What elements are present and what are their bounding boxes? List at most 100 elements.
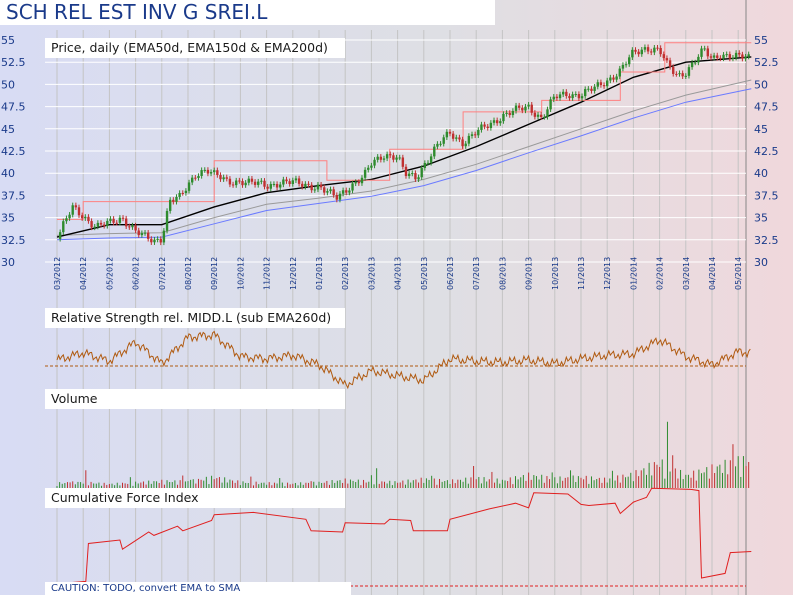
x-tick-label: 07/2013 bbox=[472, 257, 481, 290]
candle-body bbox=[429, 156, 433, 163]
candle-body bbox=[354, 181, 357, 184]
candle-body bbox=[596, 82, 599, 87]
candle-body bbox=[291, 180, 294, 185]
x-tick-label: 11/2012 bbox=[263, 257, 272, 290]
candle-body bbox=[709, 56, 713, 58]
candle-body bbox=[168, 199, 172, 211]
rs-line bbox=[56, 330, 751, 390]
price-tick-label: 50 bbox=[754, 78, 768, 91]
volume-panel-label: Volume bbox=[45, 389, 345, 409]
candle-body bbox=[656, 47, 659, 49]
candle-body bbox=[121, 217, 125, 219]
candle-body bbox=[436, 143, 439, 147]
price-tick-label: 42.5 bbox=[754, 145, 779, 158]
candle-body bbox=[90, 221, 93, 228]
candle-body bbox=[379, 156, 383, 160]
candle-body bbox=[187, 182, 191, 191]
candle-body bbox=[370, 165, 373, 168]
price-tick-label: 55 bbox=[1, 34, 15, 47]
candle-body bbox=[653, 47, 656, 53]
candle-body bbox=[338, 193, 342, 200]
price-tick-label: 55 bbox=[754, 34, 768, 47]
candle-body bbox=[275, 184, 279, 188]
candle-body bbox=[445, 131, 449, 138]
candle-body bbox=[159, 238, 162, 243]
candle-body bbox=[285, 179, 288, 182]
x-tick-label: 09/2013 bbox=[525, 257, 534, 290]
candle-body bbox=[143, 232, 147, 234]
candle-body bbox=[238, 180, 241, 182]
candle-body bbox=[442, 137, 445, 144]
candle-body bbox=[697, 56, 700, 63]
candle-body bbox=[568, 96, 571, 99]
high-line bbox=[57, 42, 752, 220]
price-tick-label: 42.5 bbox=[1, 145, 26, 158]
candle-body bbox=[521, 107, 524, 111]
candle-body bbox=[511, 110, 515, 116]
x-tick-label: 05/2012 bbox=[105, 257, 114, 290]
candle-body bbox=[549, 99, 552, 110]
x-tick-label: 07/2012 bbox=[158, 257, 167, 290]
candle-body bbox=[360, 177, 364, 184]
candle-body bbox=[433, 146, 436, 157]
candle-body bbox=[87, 216, 90, 222]
x-tick-label: 03/2012 bbox=[53, 257, 62, 290]
candle-body bbox=[552, 96, 555, 100]
candle-body bbox=[65, 218, 68, 222]
chart-title-box: SCH REL EST INV G SREI.L bbox=[0, 0, 495, 25]
candle-body bbox=[684, 75, 687, 77]
x-tick-label: 03/2013 bbox=[367, 257, 376, 290]
candle-body bbox=[99, 222, 103, 225]
candle-body bbox=[712, 55, 716, 58]
x-tick-label: 10/2013 bbox=[551, 257, 560, 290]
x-tick-label: 10/2012 bbox=[236, 257, 245, 290]
caution-note: CAUTION: TODO, convert EMA to SMA bbox=[45, 582, 351, 595]
candle-body bbox=[206, 169, 210, 174]
price-tick-label: 40 bbox=[1, 167, 15, 180]
candle-body bbox=[301, 183, 304, 187]
candle-body bbox=[464, 143, 467, 147]
candle-body bbox=[593, 86, 596, 91]
candle-body bbox=[307, 183, 310, 185]
candle-body bbox=[219, 175, 222, 180]
candle-body bbox=[329, 189, 332, 192]
candle-body bbox=[231, 184, 235, 186]
candle-body bbox=[414, 173, 417, 180]
candle-body bbox=[561, 91, 565, 95]
candle-body bbox=[257, 181, 260, 185]
candle-body bbox=[304, 183, 307, 187]
candle-body bbox=[62, 221, 65, 233]
candle-body bbox=[681, 73, 684, 77]
candle-body bbox=[150, 238, 153, 243]
candle-body bbox=[389, 154, 392, 156]
candle-body bbox=[668, 60, 672, 67]
candle-body bbox=[477, 129, 480, 136]
candle-body bbox=[376, 156, 379, 160]
candle-body bbox=[282, 179, 285, 185]
candle-body bbox=[741, 54, 744, 59]
candle-body bbox=[631, 49, 634, 58]
candle-body bbox=[650, 51, 653, 53]
candle-body bbox=[470, 134, 474, 136]
candle-body bbox=[213, 170, 216, 173]
candle-body bbox=[744, 56, 747, 59]
candle-body bbox=[687, 67, 691, 76]
candle-body bbox=[675, 73, 678, 75]
candle-body bbox=[637, 51, 640, 55]
candle-body bbox=[382, 158, 386, 160]
candle-body bbox=[703, 48, 706, 50]
candle-body bbox=[392, 155, 395, 160]
candle-body bbox=[172, 199, 175, 202]
candle-body bbox=[351, 183, 354, 191]
price-tick-label: 32.5 bbox=[754, 234, 779, 247]
candle-body bbox=[253, 181, 257, 185]
candle-body bbox=[112, 218, 115, 223]
candle-body bbox=[373, 159, 376, 166]
candle-body bbox=[184, 190, 188, 194]
candle-body bbox=[455, 137, 458, 139]
candle-body bbox=[634, 49, 637, 52]
ema50-line bbox=[56, 56, 752, 238]
price-tick-label: 47.5 bbox=[1, 101, 26, 114]
candle-body bbox=[417, 177, 420, 180]
candle-body bbox=[241, 181, 244, 186]
